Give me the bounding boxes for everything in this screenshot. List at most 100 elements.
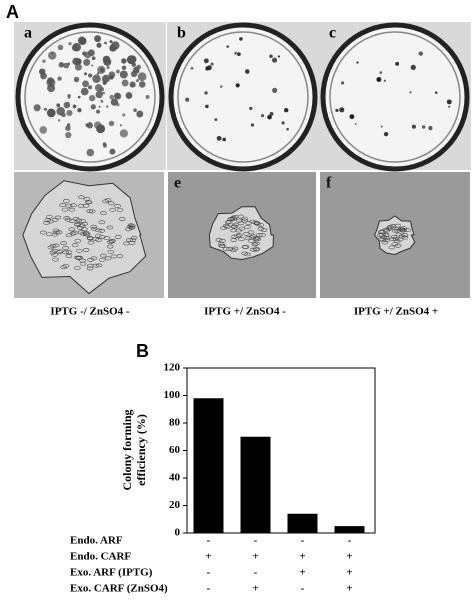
cell [62,250,69,255]
cell [52,257,59,262]
colony [96,42,102,48]
colony [277,55,281,58]
colony [109,40,113,44]
cell [230,228,237,233]
colony [60,113,63,116]
cell [232,222,239,227]
colony [96,109,100,114]
cell [382,227,390,232]
cell [253,241,260,246]
cell [76,248,83,253]
colony [136,110,144,118]
colony [203,58,209,64]
cell [95,233,102,238]
colony [106,65,110,70]
cell [99,253,107,258]
cell [39,230,47,235]
petri-dish-rim [24,31,156,163]
cell [248,235,256,240]
colony [281,121,285,125]
cell [86,236,94,241]
colony [119,70,128,79]
colony [94,121,102,130]
colony [58,62,65,68]
cell [401,235,409,240]
colony [56,103,61,108]
cell [44,218,52,222]
colony [86,148,95,157]
cell [54,215,62,220]
y-tick-label: 60 [169,444,181,456]
colony [63,101,71,109]
cell [65,233,73,238]
colony [349,114,355,120]
dish-label: b [177,25,186,42]
colony [204,91,208,95]
colony [434,91,438,94]
colony [43,107,47,111]
colony [129,81,136,88]
colony [409,91,412,94]
colony [185,97,190,102]
cell [75,218,83,223]
colony [101,74,110,83]
cell [128,241,136,245]
caption: IPTG +/ ZnSO4 - [204,306,286,318]
colony [121,65,127,70]
cell [254,221,262,226]
colony [210,62,214,66]
cell [70,203,77,208]
colony [97,65,106,75]
cell [253,221,261,226]
cell [231,234,238,239]
cell [65,254,73,259]
y-tick-label: 80 [169,417,181,429]
cell-colony [22,180,147,295]
cell [78,223,86,228]
cell [230,224,238,229]
colony [356,61,359,64]
cell [241,218,248,223]
colony [88,94,96,102]
cell [217,241,225,246]
colony [57,119,61,122]
colony [116,69,120,74]
cell [87,240,95,245]
cell [215,238,223,242]
condition-name: Endo. CARF [70,551,131,563]
micrograph-label: e [174,175,181,192]
cell [109,207,117,212]
colony [340,81,345,85]
colony [269,54,273,59]
y-tick-label: 120 [164,362,181,374]
cell [231,246,239,251]
cell [241,245,249,249]
cell [53,230,60,235]
colony [87,73,93,78]
colony [137,72,147,81]
colony [125,92,133,99]
colony [113,92,121,100]
colony [46,108,56,118]
colony [88,85,93,90]
colony [222,137,227,142]
colony [119,129,129,138]
colony [77,36,86,45]
cell [95,263,103,268]
colony [80,87,89,96]
cell [252,247,260,252]
colony [190,66,194,70]
cell [86,266,94,271]
colony [126,55,136,65]
colony [109,148,116,155]
cell [87,257,94,262]
colony [235,83,240,88]
condition-sign: - [348,535,352,547]
y-tick-label: 100 [164,389,181,401]
colony [446,99,452,105]
cell [241,216,249,221]
cell [83,232,91,237]
caption: IPTG -/ ZnSO4 - [50,306,129,318]
colony [379,71,383,74]
